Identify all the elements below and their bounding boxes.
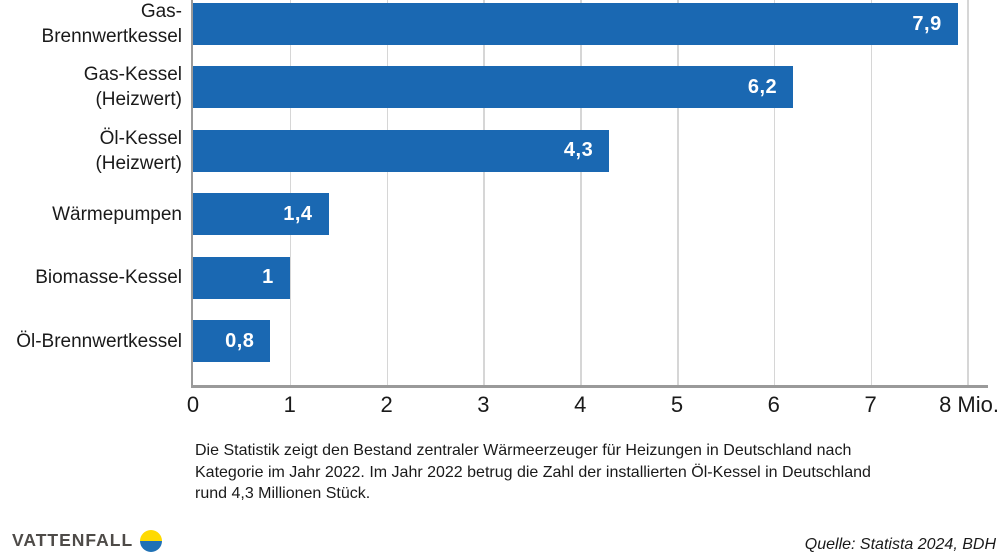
bar-value-label: 4,3 — [563, 139, 594, 162]
bar: 0,8 — [193, 320, 271, 362]
x-tick-label: 8 Mio. — [939, 392, 999, 417]
bar: 7,9 — [193, 3, 958, 45]
gridline — [483, 0, 485, 385]
chart-caption: Die Statistik zeigt den Bestand zentrale… — [195, 442, 871, 502]
x-axis-line — [190, 385, 988, 388]
category-label: Öl-Kessel (Heizwert) — [95, 127, 182, 174]
category-labels: Gas- Brennwertkessel Gas-Kessel (Heizwert… — [0, 0, 182, 387]
gridline — [967, 0, 969, 385]
x-tick-label: 1 — [283, 392, 296, 417]
vattenfall-logo: VATTENFALL — [12, 529, 163, 552]
category-label: Wärmepumpen — [52, 203, 182, 225]
bar-value-label: 1,4 — [283, 202, 313, 225]
x-tick-label: 6 — [767, 392, 780, 417]
bar-value-label: 1 — [262, 266, 274, 289]
vattenfall-wordmark: VATTENFALL — [12, 530, 134, 550]
x-tick-label: 5 — [670, 392, 684, 417]
category-label: Gas- Brennwertkessel — [41, 1, 182, 47]
gridline — [677, 0, 679, 385]
bar-value-label: 7,9 — [912, 12, 942, 35]
bar: 1 — [193, 256, 290, 299]
gridline — [870, 0, 873, 385]
x-tick-label: 4 — [574, 392, 587, 417]
category-label: Öl-Brennwertkessel — [16, 330, 182, 352]
x-tick-label: 2 — [380, 392, 393, 417]
source-credit: Quelle: Statista 2024, BDH — [804, 536, 996, 553]
x-tick-label: 0 — [186, 392, 200, 417]
bar: 4,3 — [193, 129, 610, 172]
gridline — [580, 0, 582, 385]
vattenfall-logo-icon — [140, 529, 163, 552]
y-axis-line — [190, 0, 193, 387]
category-label: Gas-Kessel (Heizwert) — [83, 64, 182, 111]
bar-value-label: 6,2 — [747, 75, 778, 98]
bar: 1,4 — [193, 193, 329, 236]
gridline — [773, 0, 776, 385]
gridline — [386, 0, 389, 385]
bar-value-label: 0,8 — [225, 329, 255, 352]
x-tick-labels: 0 1 2 3 4 5 6 7 8 Mio. — [0, 392, 1000, 420]
x-tick-label: 7 — [864, 392, 877, 417]
plot-area: 7,9 6,2 4,3 1,4 1 0,8 — [190, 0, 988, 388]
x-tick-label: 3 — [477, 392, 490, 417]
category-label: Biomasse-Kessel — [35, 267, 182, 289]
bar: 6,2 — [193, 66, 794, 109]
gridline — [289, 0, 292, 385]
